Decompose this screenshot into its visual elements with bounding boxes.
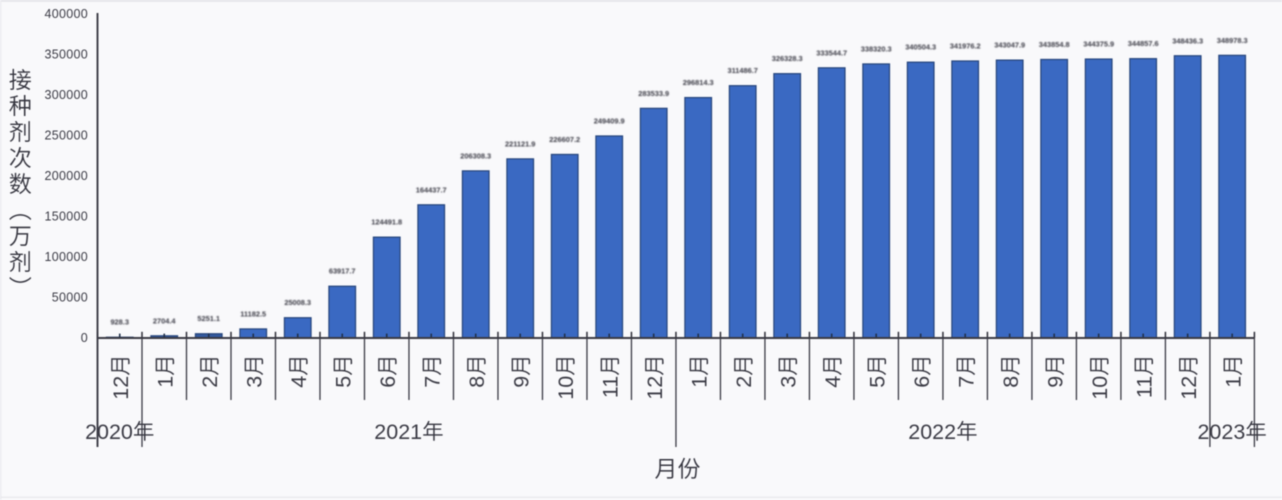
svg-text:5: 5 bbox=[865, 376, 889, 388]
svg-text:3: 3 bbox=[776, 376, 800, 388]
svg-text:1: 1 bbox=[688, 376, 712, 388]
svg-text:63917.7: 63917.7 bbox=[329, 267, 356, 276]
svg-text:164437.7: 164437.7 bbox=[416, 185, 447, 194]
svg-text:928.3: 928.3 bbox=[110, 318, 129, 327]
svg-text:2022: 2022 bbox=[908, 420, 956, 444]
svg-text:200000: 200000 bbox=[44, 169, 88, 183]
svg-text:10: 10 bbox=[1088, 376, 1112, 400]
svg-text:12: 12 bbox=[1177, 376, 1201, 400]
svg-text:10: 10 bbox=[554, 376, 578, 400]
svg-text:2021: 2021 bbox=[374, 420, 422, 444]
svg-text:100000: 100000 bbox=[44, 250, 88, 264]
svg-text:333544.7: 333544.7 bbox=[816, 48, 847, 57]
svg-text:6: 6 bbox=[910, 376, 934, 388]
svg-text:11: 11 bbox=[599, 376, 623, 398]
svg-text:283533.9: 283533.9 bbox=[638, 89, 669, 98]
svg-text:348436.3: 348436.3 bbox=[1172, 36, 1203, 45]
svg-text:3: 3 bbox=[243, 376, 267, 388]
svg-text:311486.7: 311486.7 bbox=[727, 66, 757, 75]
svg-text:0: 0 bbox=[81, 331, 88, 345]
svg-text:340504.3: 340504.3 bbox=[905, 43, 936, 52]
svg-text:226607.2: 226607.2 bbox=[549, 135, 580, 144]
svg-text:150000: 150000 bbox=[44, 210, 88, 224]
svg-text:341976.2: 341976.2 bbox=[950, 42, 981, 51]
svg-text:124491.8: 124491.8 bbox=[371, 218, 402, 227]
svg-text:343854.8: 343854.8 bbox=[1039, 40, 1070, 49]
svg-text:5251.1: 5251.1 bbox=[197, 314, 220, 323]
svg-text:25008.3: 25008.3 bbox=[284, 298, 311, 307]
svg-text:206308.3: 206308.3 bbox=[460, 151, 491, 160]
svg-text:2020: 2020 bbox=[85, 420, 133, 444]
svg-text:348978.3: 348978.3 bbox=[1217, 36, 1248, 45]
svg-text:6: 6 bbox=[376, 376, 400, 388]
svg-text:4: 4 bbox=[821, 376, 845, 388]
svg-text:2: 2 bbox=[732, 376, 756, 388]
svg-text:400000: 400000 bbox=[44, 7, 88, 21]
svg-text:221121.9: 221121.9 bbox=[505, 139, 535, 148]
svg-text:8: 8 bbox=[465, 376, 489, 388]
svg-text:344857.6: 344857.6 bbox=[1128, 39, 1159, 48]
svg-text:300000: 300000 bbox=[44, 88, 88, 102]
svg-text:9: 9 bbox=[510, 376, 534, 388]
svg-text:12: 12 bbox=[109, 376, 133, 400]
svg-text:249409.9: 249409.9 bbox=[594, 117, 625, 126]
svg-text:343047.9: 343047.9 bbox=[994, 41, 1025, 50]
svg-text:1: 1 bbox=[154, 376, 178, 388]
svg-text:2704.4: 2704.4 bbox=[153, 316, 176, 325]
svg-text:326328.3: 326328.3 bbox=[772, 54, 803, 63]
svg-text:296814.3: 296814.3 bbox=[683, 78, 714, 87]
svg-text:11182.5: 11182.5 bbox=[240, 309, 266, 318]
svg-text:9: 9 bbox=[1043, 376, 1067, 388]
svg-text:1: 1 bbox=[1221, 376, 1245, 388]
svg-text:50000: 50000 bbox=[52, 291, 88, 305]
svg-text:7: 7 bbox=[421, 376, 445, 388]
svg-text:338320.3: 338320.3 bbox=[861, 45, 892, 54]
svg-text:350000: 350000 bbox=[44, 48, 88, 62]
svg-text:8: 8 bbox=[999, 376, 1023, 388]
svg-text:4: 4 bbox=[287, 376, 311, 388]
svg-text:2: 2 bbox=[198, 376, 222, 388]
svg-text:5: 5 bbox=[332, 376, 356, 388]
svg-text:250000: 250000 bbox=[44, 129, 88, 143]
svg-text:2023: 2023 bbox=[1197, 420, 1245, 444]
svg-text:11: 11 bbox=[1132, 376, 1156, 398]
svg-text:12: 12 bbox=[643, 376, 667, 400]
svg-text:7: 7 bbox=[954, 376, 978, 388]
svg-text:344375.9: 344375.9 bbox=[1083, 40, 1114, 49]
